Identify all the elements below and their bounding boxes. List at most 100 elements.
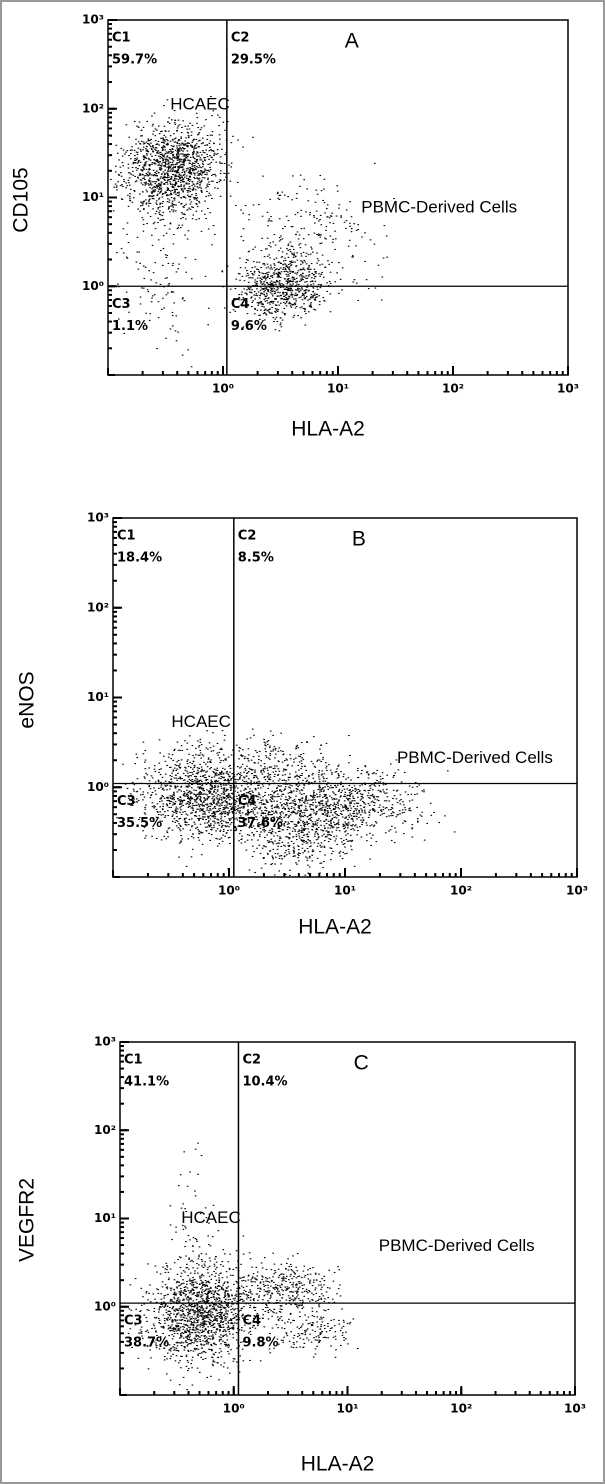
event-dot [302, 251, 305, 253]
event-dot [212, 811, 215, 813]
event-dot [281, 297, 283, 299]
event-dot [172, 173, 174, 175]
event-dot [305, 781, 308, 783]
event-dot [165, 176, 167, 178]
event-dot [172, 211, 175, 213]
event-dot [331, 826, 333, 828]
event-dot [155, 816, 158, 818]
event-dot [371, 793, 374, 795]
event-dot [354, 808, 356, 810]
event-dot [197, 783, 199, 785]
event-dot [365, 822, 368, 824]
event-dot [309, 817, 311, 819]
event-dot [154, 171, 156, 173]
event-dot [297, 786, 299, 788]
event-dot [195, 219, 198, 221]
event-dot [161, 141, 163, 143]
event-dot [164, 254, 167, 256]
event-dot [174, 120, 177, 122]
event-dot [291, 785, 293, 787]
event-dot [315, 839, 318, 841]
event-dot [187, 806, 190, 808]
event-dot [148, 202, 150, 204]
event-dot [220, 823, 223, 825]
event-dot [132, 170, 134, 172]
event-dot [206, 134, 209, 136]
event-dot [408, 808, 410, 810]
event-dot [203, 811, 205, 813]
event-dot [292, 271, 294, 273]
event-dot [257, 778, 259, 780]
event-dot [204, 169, 207, 171]
event-dot [263, 857, 265, 859]
event-dot [189, 167, 191, 169]
panel: 10⁰ 10¹ 10² 10³10⁰10¹10²10³C159.7%C229.5%C3… [10, 13, 579, 441]
event-dot [170, 178, 172, 180]
event-dot [229, 796, 232, 798]
event-dot [124, 783, 127, 785]
event-dot [135, 801, 138, 803]
event-dot [200, 179, 203, 181]
event-dot [171, 200, 174, 202]
event-dot [231, 811, 234, 813]
event-dot [170, 801, 173, 803]
event-dot [191, 141, 193, 143]
event-dot [298, 284, 300, 286]
event-dot [184, 779, 186, 781]
event-dot [385, 800, 388, 802]
event-dot [156, 150, 159, 152]
event-dot [245, 262, 247, 264]
event-dot [228, 802, 231, 804]
event-dot [133, 190, 136, 192]
event-dot [213, 824, 215, 826]
event-dot [288, 301, 291, 303]
event-dot [279, 814, 282, 816]
event-dot [191, 189, 194, 191]
event-dot [155, 184, 158, 186]
event-dot [294, 272, 296, 274]
event-dot [269, 282, 272, 284]
event-dot [267, 289, 270, 291]
event-dot [174, 803, 176, 805]
event-dot [373, 801, 375, 803]
event-dot [233, 775, 236, 777]
event-dot [300, 209, 303, 211]
event-dot [179, 796, 182, 798]
event-dot [206, 809, 208, 811]
event-dot [206, 815, 209, 817]
event-dot [365, 279, 368, 281]
event-dot [320, 273, 323, 275]
event-dot [260, 292, 263, 294]
event-dot [168, 283, 171, 285]
event-dot [214, 173, 216, 175]
event-dot [178, 201, 180, 203]
event-dot [181, 153, 183, 155]
event-dot [369, 785, 372, 787]
event-dot [164, 191, 167, 193]
event-dot [323, 833, 325, 835]
event-dot [134, 162, 137, 164]
event-dot [243, 288, 245, 290]
event-dot [317, 826, 320, 828]
event-dot [326, 796, 328, 798]
event-dot [289, 302, 291, 304]
event-dot [269, 850, 271, 852]
event-dot [168, 165, 170, 167]
event-dot [298, 829, 300, 831]
event-dot [278, 795, 280, 797]
event-dot [301, 261, 304, 263]
event-dot [271, 300, 273, 302]
event-dot [229, 819, 231, 821]
event-dot [330, 812, 332, 814]
event-dot [244, 814, 247, 816]
event-dot [120, 248, 123, 250]
event-dot [208, 158, 210, 160]
event-dot [148, 184, 150, 186]
event-dot [136, 125, 138, 127]
event-dot [115, 165, 117, 167]
event-dot [166, 764, 168, 766]
event-dot [184, 144, 186, 146]
event-dot [209, 792, 211, 794]
event-dot [391, 807, 394, 809]
event-dot [275, 310, 278, 312]
